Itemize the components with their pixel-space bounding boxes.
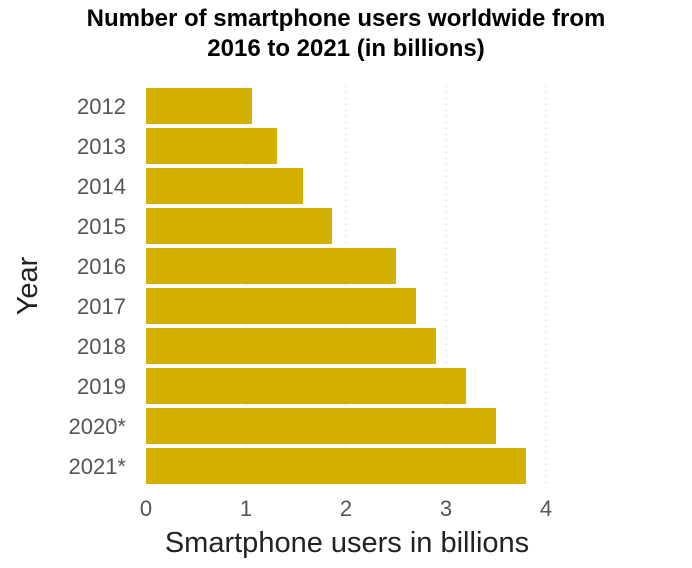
- y-tick-label: 2020*: [68, 414, 126, 439]
- y-tick-label: 2021*: [68, 454, 126, 479]
- x-tick-label: 1: [240, 496, 252, 521]
- bar: [146, 208, 332, 244]
- bar: [146, 88, 252, 124]
- bar: [146, 128, 277, 164]
- chart-title: Number of smartphone users worldwide fro…: [86, 5, 606, 62]
- bar: [146, 368, 466, 404]
- bar: [146, 288, 416, 324]
- y-tick-label: 2019: [77, 374, 126, 399]
- bar: [146, 448, 526, 484]
- y-tick-label: 2012: [77, 94, 126, 119]
- x-tick-label: 2: [340, 496, 352, 521]
- x-axis-label: Smartphone users in billions: [165, 527, 529, 559]
- y-tick-label: 2016: [77, 254, 126, 279]
- x-tick-label: 0: [140, 496, 152, 521]
- bar: [146, 408, 496, 444]
- bar: [146, 328, 436, 364]
- x-tick-label: 4: [540, 496, 552, 521]
- bar: [146, 168, 303, 204]
- y-axis-label: Year: [12, 256, 44, 315]
- y-tick-label: 2015: [77, 214, 126, 239]
- x-tick-label: 3: [440, 496, 452, 521]
- bar: [146, 248, 396, 284]
- y-tick-label: 2014: [77, 174, 126, 199]
- y-tick-label: 2013: [77, 134, 126, 159]
- y-tick-label: 2018: [77, 334, 126, 359]
- y-tick-label: 2017: [77, 294, 126, 319]
